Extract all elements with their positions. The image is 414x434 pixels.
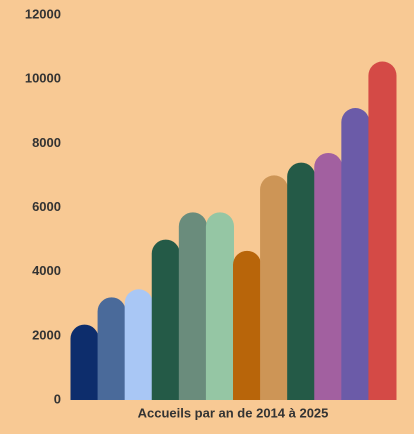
- y-tick-label: 2000: [32, 327, 61, 342]
- bar: [151, 239, 180, 400]
- bar: [233, 250, 262, 400]
- bar: [124, 289, 153, 400]
- y-tick-label: 0: [54, 391, 61, 406]
- bar: [70, 324, 99, 400]
- bar: [260, 175, 289, 400]
- bar: [341, 108, 370, 400]
- y-tick-label: 8000: [32, 135, 61, 150]
- y-tick-label: 6000: [32, 199, 61, 214]
- y-tick-label: 4000: [32, 263, 61, 278]
- y-tick-label: 12000: [25, 6, 61, 21]
- bar: [368, 61, 397, 401]
- bar: [97, 297, 126, 400]
- bar: [205, 212, 234, 400]
- bar: [314, 152, 343, 400]
- y-tick-label: 10000: [25, 71, 61, 86]
- bar: [178, 212, 207, 400]
- x-axis-label: Accueils par an de 2014 à 2025: [138, 405, 329, 420]
- bar: [287, 162, 316, 400]
